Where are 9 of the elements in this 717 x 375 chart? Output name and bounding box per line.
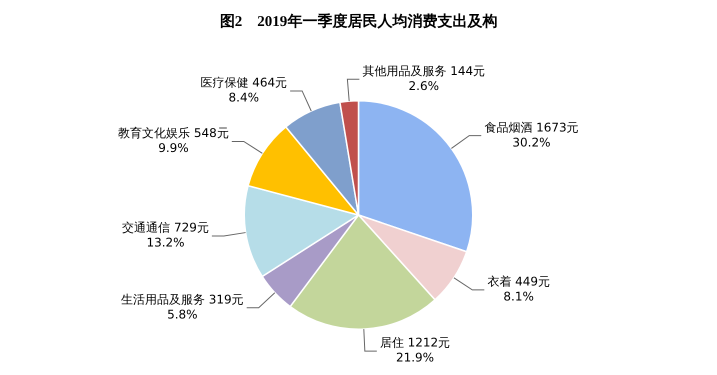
slice-label: 其他用品及服务 144元 2.6% xyxy=(362,64,486,93)
slice-label: 交通通信 729元 13.2% xyxy=(122,220,209,250)
slice-label: 居住 1212元 21.9% xyxy=(380,336,450,365)
slice-label: 衣着 449元 8.1% xyxy=(487,274,550,304)
chart-title: 图2 2019年一季度居民人均消费支出及构 xyxy=(218,12,498,32)
slice-label: 医疗保健 464元 8.4% xyxy=(200,76,288,105)
slice-label: 食品烟酒 1673元 30.2% xyxy=(484,120,579,150)
slice-label: 教育文化娱乐 548元 9.9% xyxy=(118,126,229,156)
slice-label: 生活用品及服务 319元 5.8% xyxy=(120,292,244,322)
